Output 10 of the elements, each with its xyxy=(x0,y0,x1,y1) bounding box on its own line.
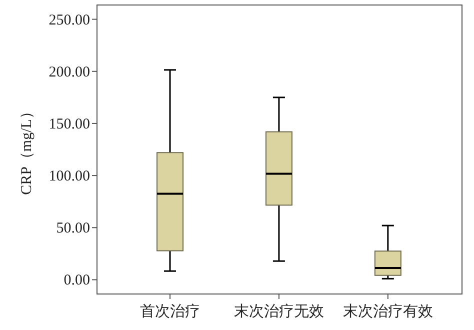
y-tick-label: 100.00 xyxy=(48,168,90,185)
x-tick-label: 末次治疗有效 xyxy=(342,303,433,320)
y-tick-label: 200.00 xyxy=(48,64,90,80)
y-tick-label: 0.00 xyxy=(64,272,90,289)
y-tick-label: 250.00 xyxy=(48,12,90,28)
y-axis-title: CRP（mg/L） xyxy=(19,104,35,195)
y-tick-label: 150.00 xyxy=(48,116,90,132)
x-tick-label: 末次治疗无效 xyxy=(234,303,324,320)
y-tick-label: 50.00 xyxy=(56,220,90,237)
x-tick-label: 首次治疗 xyxy=(140,303,200,320)
